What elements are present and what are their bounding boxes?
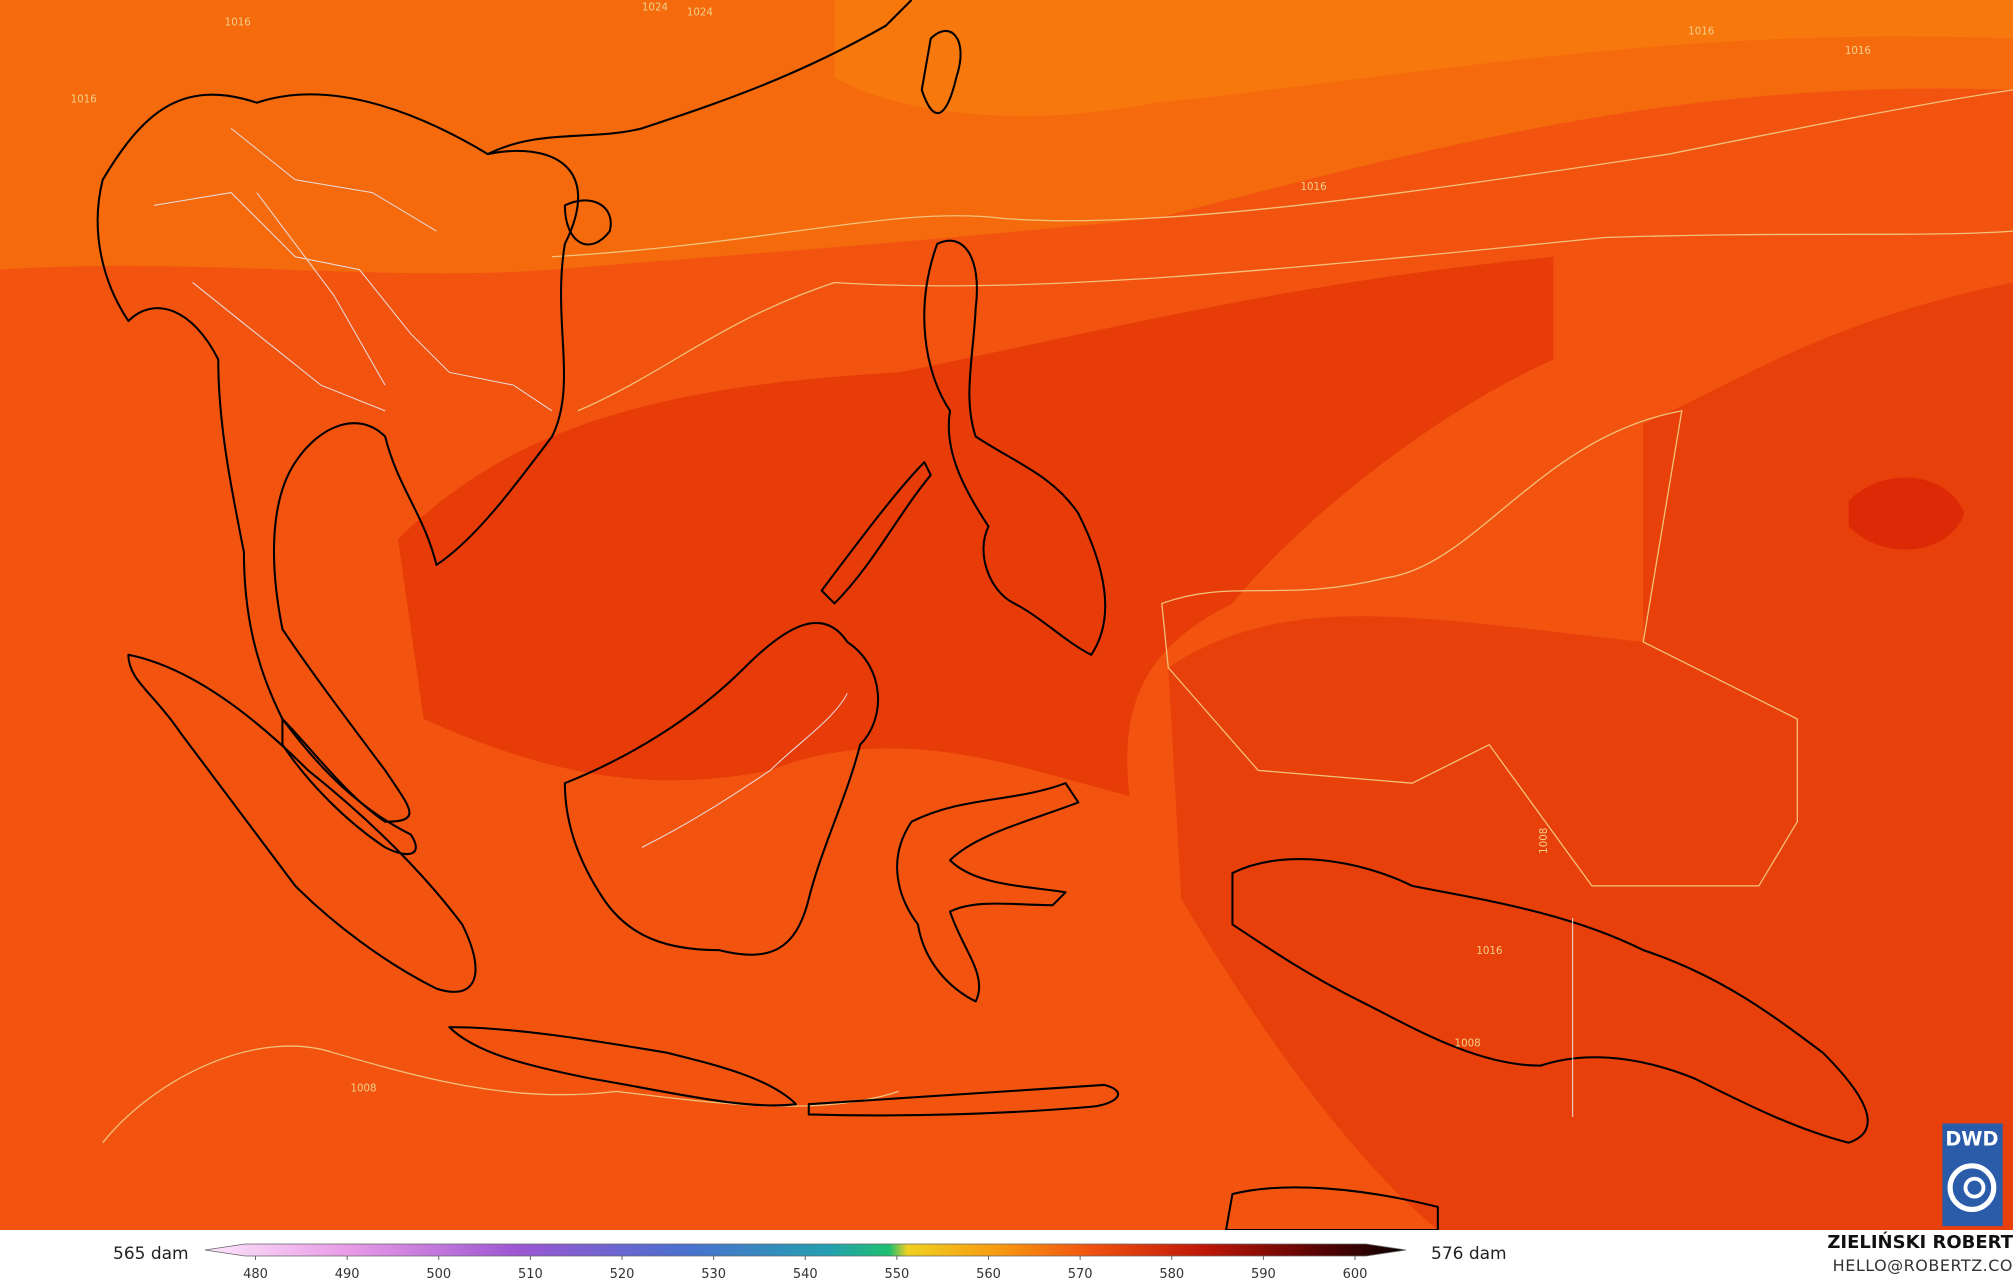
coastline — [127, 653, 477, 993]
colorbar-tick-label: 590 — [1251, 1267, 1276, 1282]
isoline — [1161, 410, 1798, 887]
isobar-label: 1016 — [1300, 181, 1326, 193]
coastline — [1231, 858, 1869, 1144]
colorbar-tick-label: 530 — [701, 1267, 726, 1282]
colorbar-tick-label: 490 — [335, 1267, 360, 1282]
border — [153, 127, 553, 412]
colorbar-tick-label: 520 — [610, 1267, 635, 1282]
isobar-label: 1008 — [1538, 828, 1550, 854]
coastline — [923, 239, 1107, 656]
colorbar: 480 490 500 510 520 530 540 550 560 570 580 590 600 — [204, 1243, 1407, 1282]
isobar-label: 1016 — [225, 17, 251, 29]
field-dark — [397, 256, 1554, 797]
coastline — [820, 461, 932, 605]
unit-left: 565 dam — [113, 1244, 189, 1264]
coastline — [281, 717, 417, 856]
coastline — [920, 30, 962, 115]
colorbar-tick-label: 480 — [243, 1267, 268, 1282]
isobar-label: 1024 — [687, 6, 713, 18]
coastline — [807, 1083, 1119, 1117]
legend-bar: 565 dam 576 dam 480 490 500 510 520 530 540 550… — [0, 1230, 2013, 1287]
isobar-label: 1016 — [1476, 945, 1502, 957]
colorbar-tick-label: 500 — [426, 1267, 451, 1282]
colorbar-tick-label: 600 — [1343, 1267, 1368, 1282]
coastline — [487, 0, 913, 155]
credit-contact: HELLO@ROBERTZ.CO — [1832, 1256, 2013, 1275]
isoline — [577, 230, 2013, 412]
logo-icon — [1963, 1176, 1986, 1199]
colorbar-tick-label: 570 — [1068, 1267, 1093, 1282]
coastline — [1225, 1186, 1439, 1230]
coastline — [563, 622, 879, 956]
isobar-label: 1016 — [1845, 45, 1871, 57]
colorbar-tick-label: 540 — [793, 1267, 818, 1282]
field-north2 — [834, 0, 2013, 117]
border — [641, 693, 848, 848]
unit-right: 576 dam — [1431, 1244, 1507, 1264]
colorbar-tick-label: 560 — [976, 1267, 1001, 1282]
coastline — [448, 1026, 797, 1107]
isobar-label: 1016 — [71, 94, 97, 106]
isobar-label: 1008 — [350, 1082, 376, 1094]
colorbar-tick-label: 580 — [1159, 1267, 1184, 1282]
isobar-label: 1008 — [1455, 1037, 1481, 1049]
map: 1024 1024 1016 1016 1016 1016 1016 1008 … — [0, 0, 2013, 1230]
coastline — [896, 782, 1080, 1003]
coastline — [96, 93, 579, 823]
coastline — [563, 199, 612, 246]
colorbar-ramp — [204, 1243, 1407, 1257]
isobar-label: 1024 — [642, 1, 668, 13]
colorbar-tick-label: 550 — [884, 1267, 909, 1282]
credit-name: ZIELIŃSKI ROBERT — [1827, 1232, 2013, 1253]
isoline — [551, 89, 2013, 258]
field-north — [0, 0, 2013, 274]
isobar-label: 1016 — [1688, 26, 1714, 38]
colorbar-tick-label: 510 — [518, 1267, 543, 1282]
field-dark-east — [1168, 282, 2013, 1230]
logo-icon — [1947, 1163, 1997, 1213]
logo-text: DWD — [1945, 1127, 1998, 1150]
field-core — [1848, 477, 1965, 550]
